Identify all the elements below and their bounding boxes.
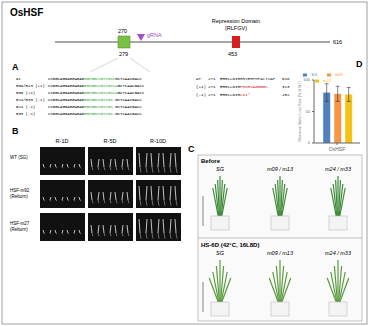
svg-text:OsHSF: OsHSF <box>329 146 345 152</box>
svg-text:m09 / m13: m09 / m13 <box>267 250 294 256</box>
svg-text:Before: Before <box>201 158 221 164</box>
svg-text:(RLFGV): (RLFGV) <box>225 25 247 31</box>
svg-text:R-10D: R-10D <box>150 138 166 144</box>
svg-text:(Reborn): (Reborn) <box>10 227 28 232</box>
svg-text:m24 (-1)CCGGCAGGAGGAGAGGGCGGCC: m24 (-1)CCGGCAGGAGGAGAGGGCGGCCGTCGC-GCTC… <box>16 105 142 109</box>
svg-text:gRNA: gRNA <box>147 32 162 38</box>
svg-text:D: D <box>356 59 361 69</box>
html-text:SG: SG <box>311 72 317 77</box>
svg-text:Maximum Water Loss Rate (% of: Maximum Water Loss Rate (% of WT) <box>298 81 302 141</box>
svg-text:HSF-m27: HSF-m27 <box>10 221 30 226</box>
svg-text:100: 100 <box>303 77 310 82</box>
svg-text:0: 0 <box>308 140 311 145</box>
svg-text:R-1D: R-1D <box>56 138 69 144</box>
svg-text:279: 279 <box>119 51 128 57</box>
svg-text:wtCCGGCAGGAGGAGAGGGCGGCCGTCGCC: wtCCGGCAGGAGGAGAGGGCGGCCGTCGCCGCTCAACGAC… <box>16 77 142 81</box>
svg-text:OsHSF: OsHSF <box>10 7 43 18</box>
svg-text:R-5D: R-5D <box>104 138 117 144</box>
svg-text:m09 / m13: m09 / m13 <box>267 166 294 172</box>
svg-text:WT (SG): WT (SG) <box>10 155 28 160</box>
html-text:m09: m09 <box>335 72 343 77</box>
svg-text:(Reborn): (Reborn) <box>10 194 28 199</box>
svg-text:m09/m13 (+1)CCGGCAGGAGGAGAGGGC: m09/m13 (+1)CCGGCAGGAGGAGAGGGCGGCCGTCGCC… <box>16 84 145 88</box>
svg-text:SG: SG <box>216 166 225 172</box>
svg-text:HSF-m92: HSF-m92 <box>10 188 30 193</box>
html-text:m24: m24 <box>323 78 331 83</box>
svg-text:B: B <box>12 126 19 136</box>
svg-text:(+1)271ERRLLDIRPRDRVAGGGGS323: (+1)271ERRLLDIRPRDRVAGGGGS323 <box>196 85 290 89</box>
svg-text:616: 616 <box>333 39 342 45</box>
svg-text:m24/m33 (-1)CCGGCAGGAGGAGAGGGC: m24/m33 (-1)CCGGCAGGAGGAGAGGGCGGCCGTCGC-… <box>16 98 142 102</box>
svg-text:m09 (+1)CCGGCAGGAGGAGAGGGCGGCC: m09 (+1)CCGGCAGGAGGAGAGGGCGGCCGTCGCCAGCT… <box>16 91 145 95</box>
svg-text:C: C <box>188 144 195 154</box>
svg-text:SG: SG <box>216 250 225 256</box>
svg-text:50: 50 <box>306 109 311 114</box>
svg-text:270: 270 <box>118 28 127 34</box>
svg-text:Repression Domain: Repression Domain <box>212 18 260 24</box>
svg-text:m33 (-1)CCGGCAGGAGGAGAGGGCGGCC: m33 (-1)CCGGCAGGAGGAGAGGGCGGCCGTCGC-GCTC… <box>16 112 142 116</box>
svg-text:A: A <box>12 62 19 72</box>
svg-text:(-1)271ERRLLDIRLDI*282: (-1)271ERRLLDIRLDI*282 <box>196 93 290 97</box>
svg-text:HS-6D (42°C, 16L8D): HS-6D (42°C, 16L8D) <box>201 242 259 248</box>
svg-text:m24 / m33: m24 / m33 <box>325 166 352 172</box>
svg-text:453: 453 <box>228 51 237 57</box>
svg-text:WT271ERRLLDIRHHVERPMPALTVAP616: WT271ERRLLDIRHHVERPMPALTVAP616 <box>196 77 290 81</box>
svg-text:m24 / m33: m24 / m33 <box>325 250 352 256</box>
